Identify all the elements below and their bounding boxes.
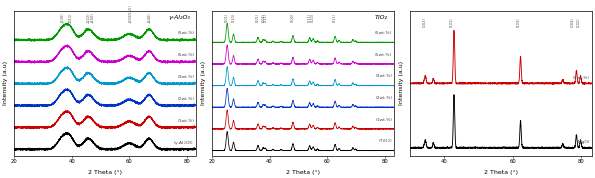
- Text: (004): (004): [571, 17, 574, 27]
- Y-axis label: Intensity (a.u): Intensity (a.u): [399, 61, 404, 105]
- Text: (2wt.%): (2wt.%): [177, 97, 195, 101]
- Text: (200): (200): [291, 13, 295, 22]
- Text: (202): (202): [577, 18, 581, 27]
- Text: (220): (220): [311, 13, 315, 22]
- Text: (004): (004): [261, 13, 265, 22]
- Y-axis label: Intensity (a.u): Intensity (a.u): [4, 61, 8, 105]
- Text: (5wt.%): (5wt.%): [177, 53, 195, 57]
- Text: γ-Al₂O₃: γ-Al₂O₃: [168, 15, 190, 20]
- Text: TiO₂: TiO₂: [375, 15, 388, 20]
- X-axis label: 2 Theta (°): 2 Theta (°): [484, 169, 518, 174]
- Text: (103): (103): [517, 18, 521, 27]
- Text: (002): (002): [423, 17, 427, 27]
- Text: (3wt.%): (3wt.%): [375, 74, 392, 78]
- Text: (5wt.%): (5wt.%): [375, 31, 392, 35]
- Text: (220): (220): [61, 12, 65, 22]
- Text: ($\gamma$-Al$_2$O$_3$): ($\gamma$-Al$_2$O$_3$): [173, 139, 195, 147]
- Text: (111): (111): [263, 13, 267, 22]
- Text: (101): (101): [225, 13, 229, 22]
- Text: (5wt.%): (5wt.%): [375, 53, 392, 57]
- Text: (TiO$_2$): (TiO$_2$): [378, 137, 392, 145]
- Text: (1wt.%): (1wt.%): [375, 117, 392, 122]
- Y-axis label: Intensity (a.u): Intensity (a.u): [201, 61, 206, 105]
- Text: (1wt.%): (1wt.%): [177, 119, 195, 123]
- Text: (211): (211): [308, 13, 312, 22]
- Text: (2wt.%): (2wt.%): [375, 96, 392, 100]
- Text: (222): (222): [86, 12, 90, 22]
- X-axis label: 2 Theta (°): 2 Theta (°): [88, 169, 122, 174]
- Text: (110): (110): [231, 13, 236, 22]
- Text: (311): (311): [333, 13, 337, 22]
- Text: (MgO): (MgO): [577, 140, 590, 144]
- Text: (333/555): (333/555): [129, 4, 133, 22]
- Text: (101): (101): [450, 18, 454, 27]
- Text: (311): (311): [68, 12, 72, 22]
- Text: (5wt.%): (5wt.%): [177, 31, 195, 35]
- Text: (101): (101): [256, 13, 260, 22]
- X-axis label: 2 Theta (°): 2 Theta (°): [286, 169, 320, 174]
- Text: (400): (400): [90, 12, 95, 22]
- Text: (3wt.%): (3wt.%): [177, 75, 195, 79]
- Text: (440): (440): [148, 12, 152, 22]
- Text: (3wt.%): (3wt.%): [573, 76, 590, 80]
